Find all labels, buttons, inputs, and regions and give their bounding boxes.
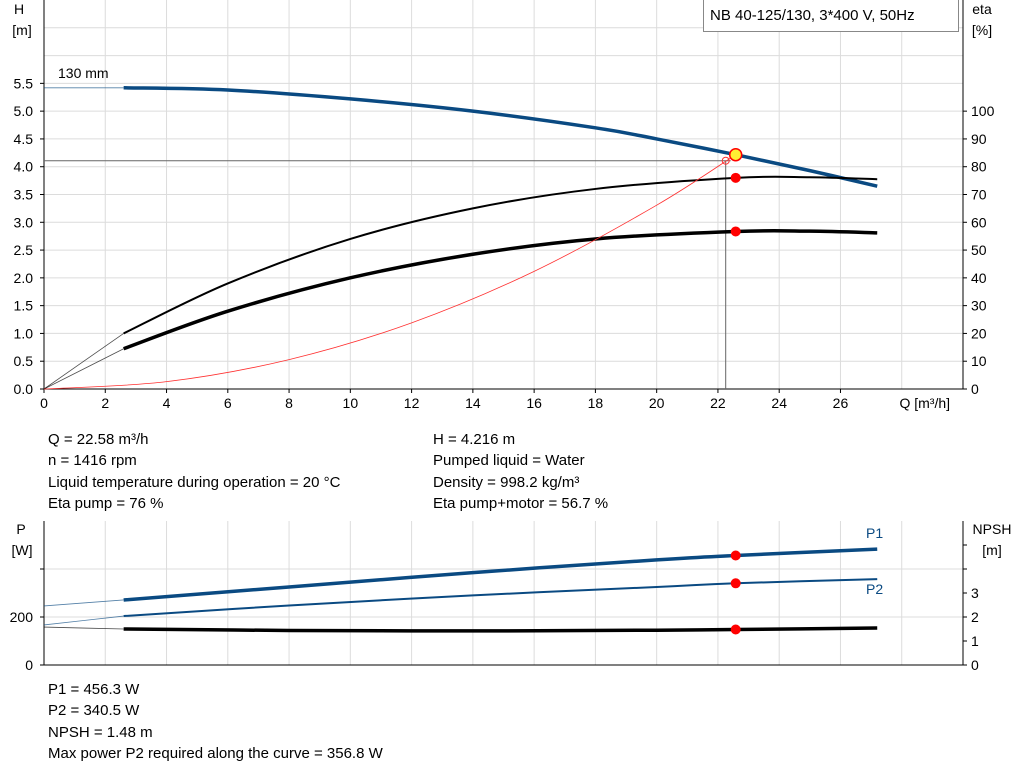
eta-pump-motor-marker xyxy=(730,226,741,237)
p1-marker xyxy=(730,550,741,561)
y-right-tick-label: 60 xyxy=(971,214,987,230)
max-power-readout: Max power P2 required along the curve = … xyxy=(48,744,383,762)
head-curve xyxy=(123,86,878,188)
y-tick-label: 1.5 xyxy=(14,298,34,314)
eta_pump-extension-line xyxy=(43,333,124,390)
P2-curve xyxy=(123,578,878,618)
P1-extension-line xyxy=(43,599,124,607)
y-axis-unit: [m] xyxy=(12,22,31,38)
temperature-readout: Liquid temperature during operation = 20… xyxy=(48,473,341,491)
y-axis-label: P xyxy=(16,521,25,537)
y-tick-label: 5.0 xyxy=(14,103,34,119)
x-tick-label: 4 xyxy=(163,395,171,411)
p1-series-label: P1 xyxy=(866,525,883,541)
x-tick-label: 10 xyxy=(343,395,359,411)
eta_pump_motor-curve xyxy=(123,228,878,351)
curves xyxy=(43,86,878,635)
y-tick-label: 0.0 xyxy=(14,381,34,397)
eta_pump-curve xyxy=(123,175,878,335)
pump-title: NB 40-125/130, 3*400 V, 50Hz xyxy=(710,7,915,24)
npsh-marker xyxy=(730,624,741,635)
p2-readout: P2 = 340.5 W xyxy=(48,702,140,720)
y-tick-label: 5.5 xyxy=(14,75,34,91)
top-grid xyxy=(40,0,967,393)
x-tick-label: 8 xyxy=(285,395,293,411)
eta-pump-motor-readout: Eta pump+motor = 56.7 % xyxy=(433,494,609,512)
speed-readout: n = 1416 rpm xyxy=(48,452,137,470)
y-right-tick-label: 2 xyxy=(971,609,979,625)
P2-extension-line xyxy=(43,615,124,626)
npsh-readout: NPSH = 1.48 m xyxy=(48,723,153,741)
x-tick-label: 20 xyxy=(649,395,665,411)
system-curve xyxy=(43,154,736,390)
y-right-tick-label: 70 xyxy=(971,187,987,203)
x-tick-label: 24 xyxy=(771,395,787,411)
eta-pump-marker xyxy=(730,172,741,183)
y-tick-label: 0 xyxy=(25,657,33,673)
y-right-tick-label: 20 xyxy=(971,325,987,341)
y-tick-label: 3.5 xyxy=(14,187,34,203)
system-end-marker xyxy=(721,156,730,165)
x-tick-label: 26 xyxy=(833,395,849,411)
y-tick-label: 200 xyxy=(10,609,34,625)
NPSH-curve xyxy=(123,626,878,633)
p1-readout: P1 = 456.3 W xyxy=(48,681,140,698)
y-tick-label: 1.0 xyxy=(14,325,34,341)
y-right-tick-label: 30 xyxy=(971,298,987,314)
density-readout: Density = 998.2 kg/m³ xyxy=(433,473,580,491)
y-tick-label: 3.0 xyxy=(14,214,34,230)
x-tick-label: 12 xyxy=(404,395,420,411)
y-tick-label: 4.5 xyxy=(14,131,34,147)
bottom-grid xyxy=(40,521,967,666)
x-tick-label: 16 xyxy=(526,395,542,411)
y-right-axis-label: eta xyxy=(972,1,992,17)
NPSH-extension-line xyxy=(43,626,124,630)
y-axis-unit: [W] xyxy=(12,542,33,558)
y-right-axis-unit: [%] xyxy=(972,22,992,38)
y-right-axis-label: NPSH xyxy=(973,521,1012,537)
p2-marker xyxy=(730,578,741,589)
x-tick-label: 14 xyxy=(465,395,481,411)
p2-series-label: P2 xyxy=(866,581,883,597)
info-bottom: P1 = 456.3 W P2 = 340.5 W NPSH = 1.48 m … xyxy=(48,679,383,764)
y-tick-label: 4.0 xyxy=(14,159,34,175)
y-right-tick-label: 0 xyxy=(971,657,979,673)
y-right-tick-label: 80 xyxy=(971,159,987,175)
eta_pump_motor-extension-line xyxy=(43,348,124,390)
y-right-tick-label: 50 xyxy=(971,242,987,258)
y-right-tick-label: 0 xyxy=(971,381,979,397)
operating-point-marker xyxy=(728,147,743,162)
axis-labels: 0 2 4 6 8 10 12 14 16 18 20 22 24 260.00.51.01.52.02.… xyxy=(10,1,1012,673)
y-tick-label: 0.5 xyxy=(14,353,34,369)
liquid-readout: Pumped liquid = Water xyxy=(433,452,585,470)
y-tick-label: 2.0 xyxy=(14,270,34,286)
P1-curve xyxy=(123,547,878,602)
title-box: NB 40-125/130, 3*400 V, 50Hz xyxy=(703,0,959,32)
x-tick-label: 2 xyxy=(101,395,109,411)
y-right-tick-label: 10 xyxy=(971,353,987,369)
info-top-right: H = 4.216 m Pumped liquid = Water Densit… xyxy=(433,429,608,514)
y-right-tick-label: 40 xyxy=(971,270,987,286)
eta-pump-readout: Eta pump = 76 % xyxy=(48,494,164,512)
x-tick-label: 18 xyxy=(588,395,604,411)
y-right-tick-label: 3 xyxy=(971,585,979,601)
y-axis-label: H xyxy=(14,1,24,17)
y-right-tick-label: 1 xyxy=(971,633,979,649)
y-right-tick-label: 100 xyxy=(971,103,995,119)
x-tick-label: 0 xyxy=(40,395,48,411)
y-tick-label: 2.5 xyxy=(14,242,34,258)
info-top-left: Q = 22.58 m³/h n = 1416 rpm Liquid tempe… xyxy=(48,429,340,514)
x-axis-label: Q [m³/h] xyxy=(899,395,950,411)
curve-label: 130 mm xyxy=(58,65,109,81)
head-readout: H = 4.216 m xyxy=(433,431,516,448)
y-right-axis-unit: [m] xyxy=(982,542,1001,558)
flow-readout: Q = 22.58 m³/h xyxy=(48,431,149,448)
y-right-tick-label: 90 xyxy=(971,131,987,147)
x-tick-label: 22 xyxy=(710,395,726,411)
x-tick-label: 6 xyxy=(224,395,232,411)
